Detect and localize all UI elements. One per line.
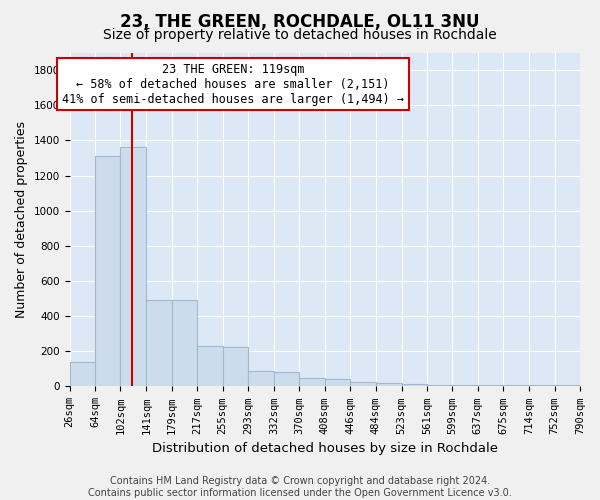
Text: 23, THE GREEN, ROCHDALE, OL11 3NU: 23, THE GREEN, ROCHDALE, OL11 3NU <box>120 12 480 30</box>
Bar <box>70 362 95 386</box>
Bar <box>197 346 223 387</box>
Bar <box>146 300 172 386</box>
Text: Size of property relative to detached houses in Rochdale: Size of property relative to detached ho… <box>103 28 497 42</box>
Bar <box>452 384 478 386</box>
Bar <box>529 384 554 386</box>
Bar <box>299 378 325 386</box>
Bar <box>274 372 299 386</box>
Bar <box>325 380 350 386</box>
Bar <box>554 384 580 386</box>
Bar <box>503 384 529 386</box>
Bar <box>223 347 248 387</box>
Bar <box>376 383 401 386</box>
Text: Contains HM Land Registry data © Crown copyright and database right 2024.
Contai: Contains HM Land Registry data © Crown c… <box>88 476 512 498</box>
Bar <box>401 384 427 386</box>
Bar <box>248 370 274 386</box>
Text: 23 THE GREEN: 119sqm
← 58% of detached houses are smaller (2,151)
41% of semi-de: 23 THE GREEN: 119sqm ← 58% of detached h… <box>62 62 404 106</box>
Bar <box>478 384 503 386</box>
Bar <box>350 382 376 386</box>
Y-axis label: Number of detached properties: Number of detached properties <box>15 121 28 318</box>
Bar <box>172 300 197 386</box>
Bar <box>121 148 146 386</box>
Bar <box>427 384 452 386</box>
Bar <box>95 156 121 386</box>
X-axis label: Distribution of detached houses by size in Rochdale: Distribution of detached houses by size … <box>152 442 498 455</box>
